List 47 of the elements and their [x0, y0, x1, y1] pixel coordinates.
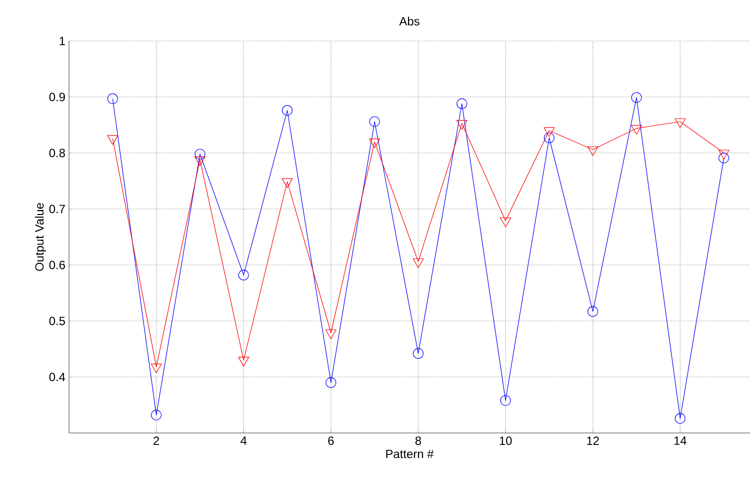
point — [631, 125, 642, 135]
point — [456, 98, 468, 110]
y-tick-label: 0.7 — [49, 204, 65, 214]
point — [544, 127, 555, 137]
y-tick-label: 0.9 — [49, 92, 65, 102]
x-tick-label: 14 — [674, 436, 686, 445]
x-tick-label: 8 — [415, 436, 422, 445]
point — [674, 413, 686, 424]
y-axis-title: Output Value — [34, 203, 46, 271]
y-tick-label: 0.8 — [49, 148, 65, 158]
point — [500, 395, 511, 406]
point — [674, 118, 686, 128]
point — [500, 217, 512, 228]
point — [238, 356, 250, 366]
point — [631, 92, 642, 103]
y-tick-label: 0.5 — [49, 316, 65, 326]
point — [718, 150, 730, 160]
point — [718, 152, 730, 164]
point — [282, 105, 293, 116]
point — [282, 178, 293, 188]
x-tick-label: 2 — [154, 436, 160, 445]
point — [194, 148, 206, 160]
y-tick-label: 1 — [60, 36, 65, 46]
x-axis-title: Pattern # — [386, 450, 434, 458]
point — [107, 93, 118, 104]
point — [369, 116, 380, 127]
point — [194, 156, 206, 166]
point — [107, 135, 118, 145]
x-tick-label: 12 — [587, 436, 599, 445]
x-tick-label: 10 — [500, 436, 512, 445]
point — [238, 270, 249, 280]
point — [456, 120, 468, 130]
y-tick-label: 0.6 — [49, 260, 65, 270]
point — [151, 410, 162, 420]
point — [326, 377, 336, 388]
point — [150, 364, 162, 374]
point — [369, 138, 380, 148]
y-tick-label: 0.4 — [49, 372, 66, 382]
chart-title: Abs — [399, 16, 420, 26]
x-tick-label: 6 — [328, 436, 334, 445]
point — [587, 146, 598, 156]
point — [544, 132, 554, 144]
point — [325, 329, 336, 340]
point — [412, 258, 424, 268]
point — [588, 306, 598, 317]
x-tick-label: 4 — [240, 436, 247, 445]
point — [412, 348, 424, 359]
